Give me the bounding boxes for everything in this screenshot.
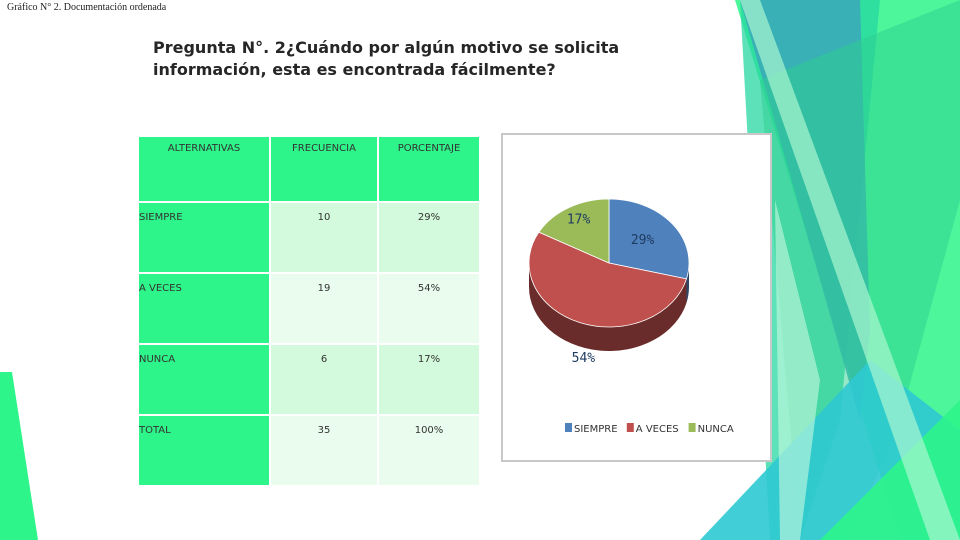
pie-chart: 29% 54% 17% SIEMPRE A VECES NUNCA <box>528 198 734 435</box>
cell-frequency: 10 <box>269 201 379 274</box>
legend-label: SIEMPRE <box>574 424 618 435</box>
frequency-table: ALTERNATIVAS FRECUENCIA PORCENTAJE SIEMP… <box>137 135 481 487</box>
header-alternativas: ALTERNATIVAS <box>137 135 271 203</box>
table-row: A VECES 19 54% <box>137 272 481 345</box>
cell-frequency: 19 <box>269 272 379 345</box>
cell-percentage: 29% <box>377 201 481 274</box>
header-porcentaje: PORCENTAJE <box>377 135 481 203</box>
legend-swatch <box>626 423 634 432</box>
data-label: 54% <box>572 351 596 366</box>
pie-slice-a-veces <box>528 231 688 328</box>
cell-alternative: NUNCA <box>137 343 271 416</box>
cell-alternative: TOTAL <box>137 414 271 487</box>
pie-slice-nunca <box>538 198 610 264</box>
cell-frequency: 35 <box>269 414 379 487</box>
data-label: 17% <box>567 212 591 227</box>
question-line-1: Pregunta N°. 2¿Cuándo por algún motivo s… <box>153 38 620 57</box>
cell-percentage: 54% <box>377 272 481 345</box>
legend-label: A VECES <box>636 424 679 435</box>
legend-swatch <box>688 423 696 432</box>
cell-frequency: 6 <box>269 343 379 416</box>
cell-percentage: 100% <box>377 414 481 487</box>
table-row: NUNCA 6 17% <box>137 343 481 416</box>
legend-swatch <box>565 423 572 432</box>
table-row: SIEMPRE 10 29% <box>137 201 481 274</box>
table-row: TOTAL 35 100% <box>137 414 481 487</box>
pie-slice-side-a-veces <box>529 263 687 351</box>
question-title: Pregunta N°. 2¿Cuándo por algún motivo s… <box>153 37 623 81</box>
cell-alternative: A VECES <box>137 272 271 345</box>
cell-percentage: 17% <box>377 343 481 416</box>
pie-slice-siempre <box>608 198 690 280</box>
figure-caption: Gráfico N° 2. Documentación ordenada <box>7 2 167 13</box>
pie-chart-frame: 29% 54% 17% SIEMPRE A VECES NUNCA <box>501 133 772 462</box>
header-frecuencia: FRECUENCIA <box>269 135 379 203</box>
cell-alternative: SIEMPRE <box>137 201 271 274</box>
data-label: 29% <box>631 233 655 248</box>
table-header-row: ALTERNATIVAS FRECUENCIA PORCENTAJE <box>137 135 481 203</box>
legend-label: NUNCA <box>698 424 734 435</box>
question-line-2: información, esta es encontrada fácilmen… <box>153 60 556 79</box>
